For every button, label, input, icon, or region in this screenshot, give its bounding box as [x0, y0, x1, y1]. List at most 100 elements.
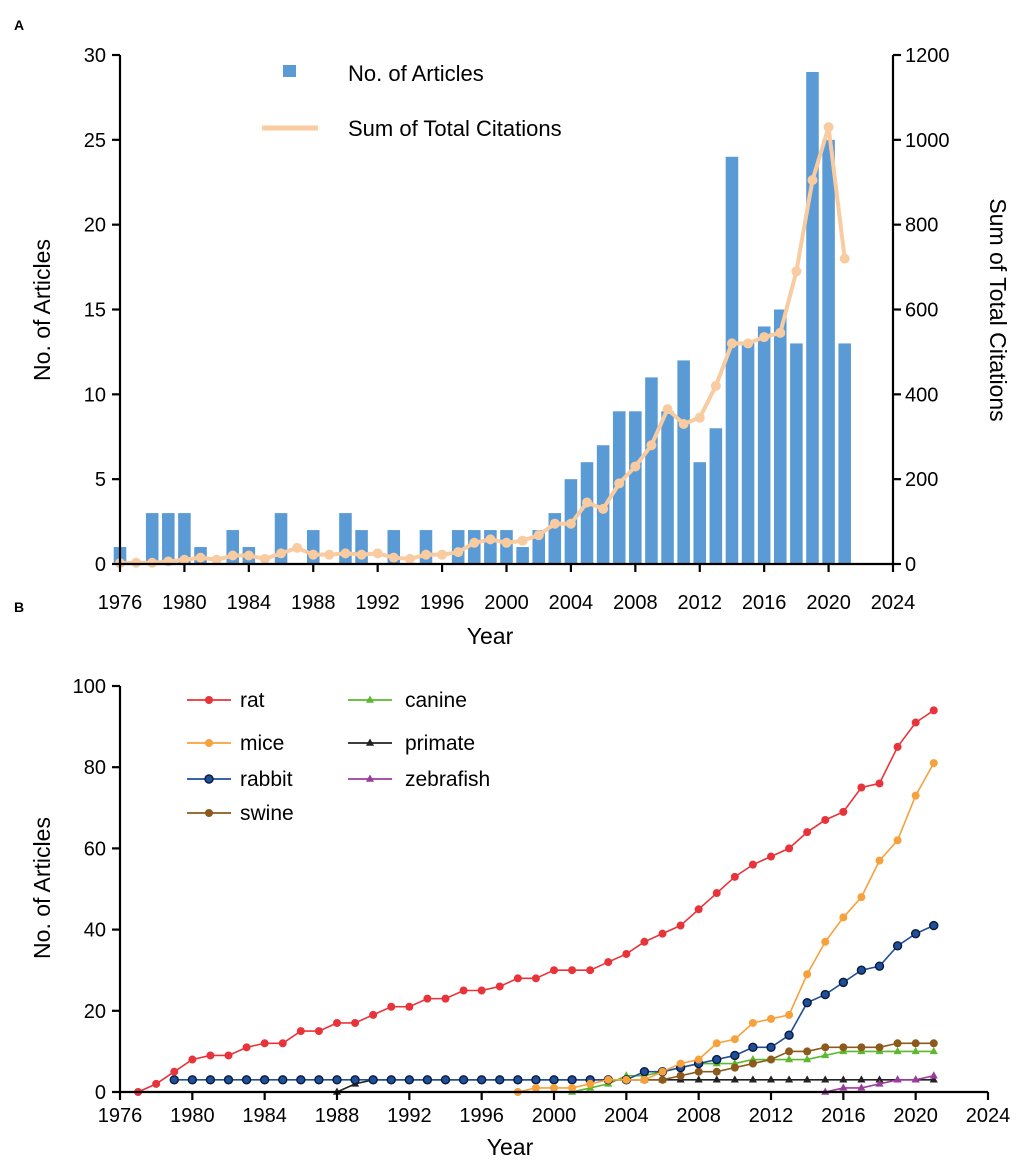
mice-point-2003: [604, 1075, 613, 1084]
legend-label-mice: mice: [240, 732, 284, 755]
rabbit-point-1990: [368, 1075, 378, 1085]
x-tick-label-1976: 1976: [98, 592, 143, 614]
canine-point-2015: [821, 1050, 830, 1059]
rat-point-2010: [730, 872, 739, 881]
y2-tick-label-1000: 1000: [905, 130, 950, 152]
primate-point-2008: [694, 1075, 703, 1083]
primate-point-2015: [821, 1075, 830, 1083]
article-bar-2015: [741, 343, 755, 564]
citation-point-2016: [759, 332, 770, 343]
citation-point-2009: [646, 440, 657, 451]
rat-point-1999: [531, 974, 540, 983]
mice-point-2004: [622, 1075, 631, 1084]
article-bar-2013: [709, 428, 723, 564]
x-tick-label-1980: 1980: [170, 1105, 215, 1127]
zebrafish-point-2018: [875, 1079, 884, 1087]
citation-point-2006: [598, 503, 609, 514]
x-tick-label-2012: 2012: [678, 592, 723, 614]
article-bar-2018: [790, 343, 803, 564]
citation-point-1997: [453, 547, 464, 558]
citation-point-1990: [340, 548, 351, 559]
primate-point-2016: [839, 1075, 848, 1083]
rat-point-1980: [188, 1055, 197, 1064]
article-bar-1979: [162, 513, 175, 564]
rabbit-point-1996: [476, 1075, 487, 1085]
rat-point-2017: [857, 783, 866, 792]
series-canine: [568, 1046, 938, 1095]
article-bar-2001: [516, 547, 529, 564]
series-swine: [622, 1039, 938, 1084]
rabbit-point-1981: [205, 1075, 216, 1085]
mice-point-2016: [839, 913, 848, 922]
rat-point-1985: [278, 1039, 287, 1048]
x-tick-label-2004: 2004: [604, 1105, 649, 1127]
primate-point-2012: [766, 1075, 776, 1083]
citation-point-1998: [469, 537, 480, 548]
zebrafish-point-2021: [929, 1071, 938, 1079]
legend-marker-primate: [365, 738, 375, 746]
rabbit-point-2018: [874, 961, 885, 971]
rabbit-point-1982: [223, 1075, 234, 1085]
article-bar-1980: [178, 513, 191, 564]
citation-point-2000: [501, 537, 512, 548]
citation-point-2007: [614, 478, 625, 489]
citations-line: [119, 125, 847, 566]
legend-entry-zebrafish: zebrafish: [348, 768, 490, 791]
canine-point-2019: [893, 1046, 902, 1055]
rabbit-point-1995: [458, 1075, 469, 1085]
citation-point-1978: [147, 557, 158, 568]
swine-point-2015: [821, 1043, 830, 1052]
x-tick-label-2012: 2012: [749, 1105, 794, 1127]
mice-point-2006: [658, 1067, 667, 1076]
rat-point-2021: [929, 706, 938, 715]
article-bar-2016: [757, 326, 771, 564]
swine-point-2007: [676, 1071, 685, 1080]
legend-marker-mice: [205, 739, 213, 747]
rat-point-1983: [242, 1043, 251, 1052]
mice-line: [517, 762, 935, 1093]
y-tick-label-0: 0: [95, 554, 106, 576]
rabbit-point-1983: [241, 1075, 252, 1085]
rat-point-2014: [803, 828, 812, 837]
article-bar-2010: [661, 411, 674, 564]
legend-marker-swine: [205, 809, 213, 817]
rat-point-2007: [676, 921, 685, 930]
citation-point-1985: [259, 553, 270, 564]
citation-point-1981: [195, 552, 206, 563]
swine-point-2019: [893, 1039, 902, 1048]
rabbit-point-1992: [404, 1075, 415, 1085]
article-bar-2017: [773, 309, 787, 564]
x-tick-label-2000: 2000: [532, 1105, 577, 1127]
y2-tick-label-200: 200: [905, 469, 938, 491]
rat-point-2020: [911, 718, 920, 727]
rat-point-2016: [839, 807, 848, 816]
citation-point-2005: [582, 497, 593, 508]
legend-bar-label: No. of Articles: [348, 61, 484, 86]
x-tick-label-2016: 2016: [821, 1105, 866, 1127]
rabbit-point-2014: [802, 997, 812, 1008]
rat-point-2001: [568, 966, 577, 975]
primate-point-2014: [803, 1075, 812, 1083]
rat-point-2006: [658, 929, 667, 938]
x-tick-label-2008: 2008: [613, 592, 658, 614]
article-bar-2008: [629, 411, 642, 564]
y-tick-label-20: 20: [84, 1001, 106, 1023]
swine-point-2021: [929, 1039, 938, 1048]
panel-a-chart: 0 5 10 15 20 25 30 0 200 400 600 800 1000 1200 1976 198…: [29, 45, 1011, 649]
citation-point-2020: [823, 122, 834, 133]
rabbit-point-2010: [730, 1050, 740, 1061]
y-tick-label-5: 5: [95, 469, 106, 491]
x-tick-label-1976: 1976: [98, 1105, 143, 1127]
legend-marker-zebrafish: [365, 774, 375, 782]
x-tick-label-1984: 1984: [242, 1105, 287, 1127]
x-tick-label-1988: 1988: [315, 1105, 360, 1127]
legend-entry-mice: mice: [187, 732, 284, 755]
rat-point-1992: [405, 1002, 414, 1011]
article-bar-2009: [645, 377, 658, 564]
legend-entry-rabbit: rabbit: [187, 768, 293, 791]
y2-tick-label-400: 400: [905, 384, 938, 406]
y-tick-label-60: 60: [84, 838, 106, 860]
rat-point-2009: [712, 889, 721, 898]
citation-point-1982: [211, 554, 222, 565]
citation-point-2021: [839, 253, 850, 264]
